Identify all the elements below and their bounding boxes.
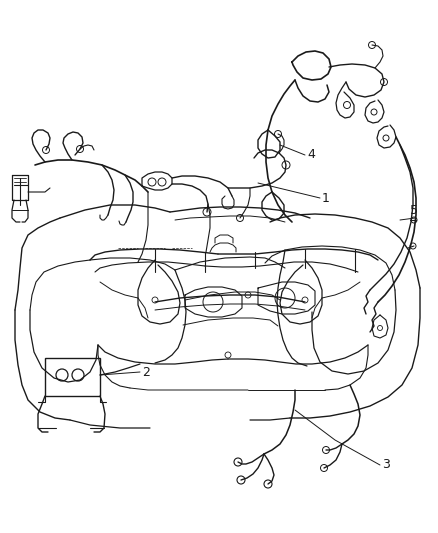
- Text: 4: 4: [307, 149, 315, 161]
- Text: 3: 3: [382, 458, 390, 472]
- Text: 5: 5: [410, 204, 418, 216]
- Text: 1: 1: [322, 191, 330, 205]
- Bar: [45, 358, 100, 396]
- Text: 2: 2: [142, 366, 150, 378]
